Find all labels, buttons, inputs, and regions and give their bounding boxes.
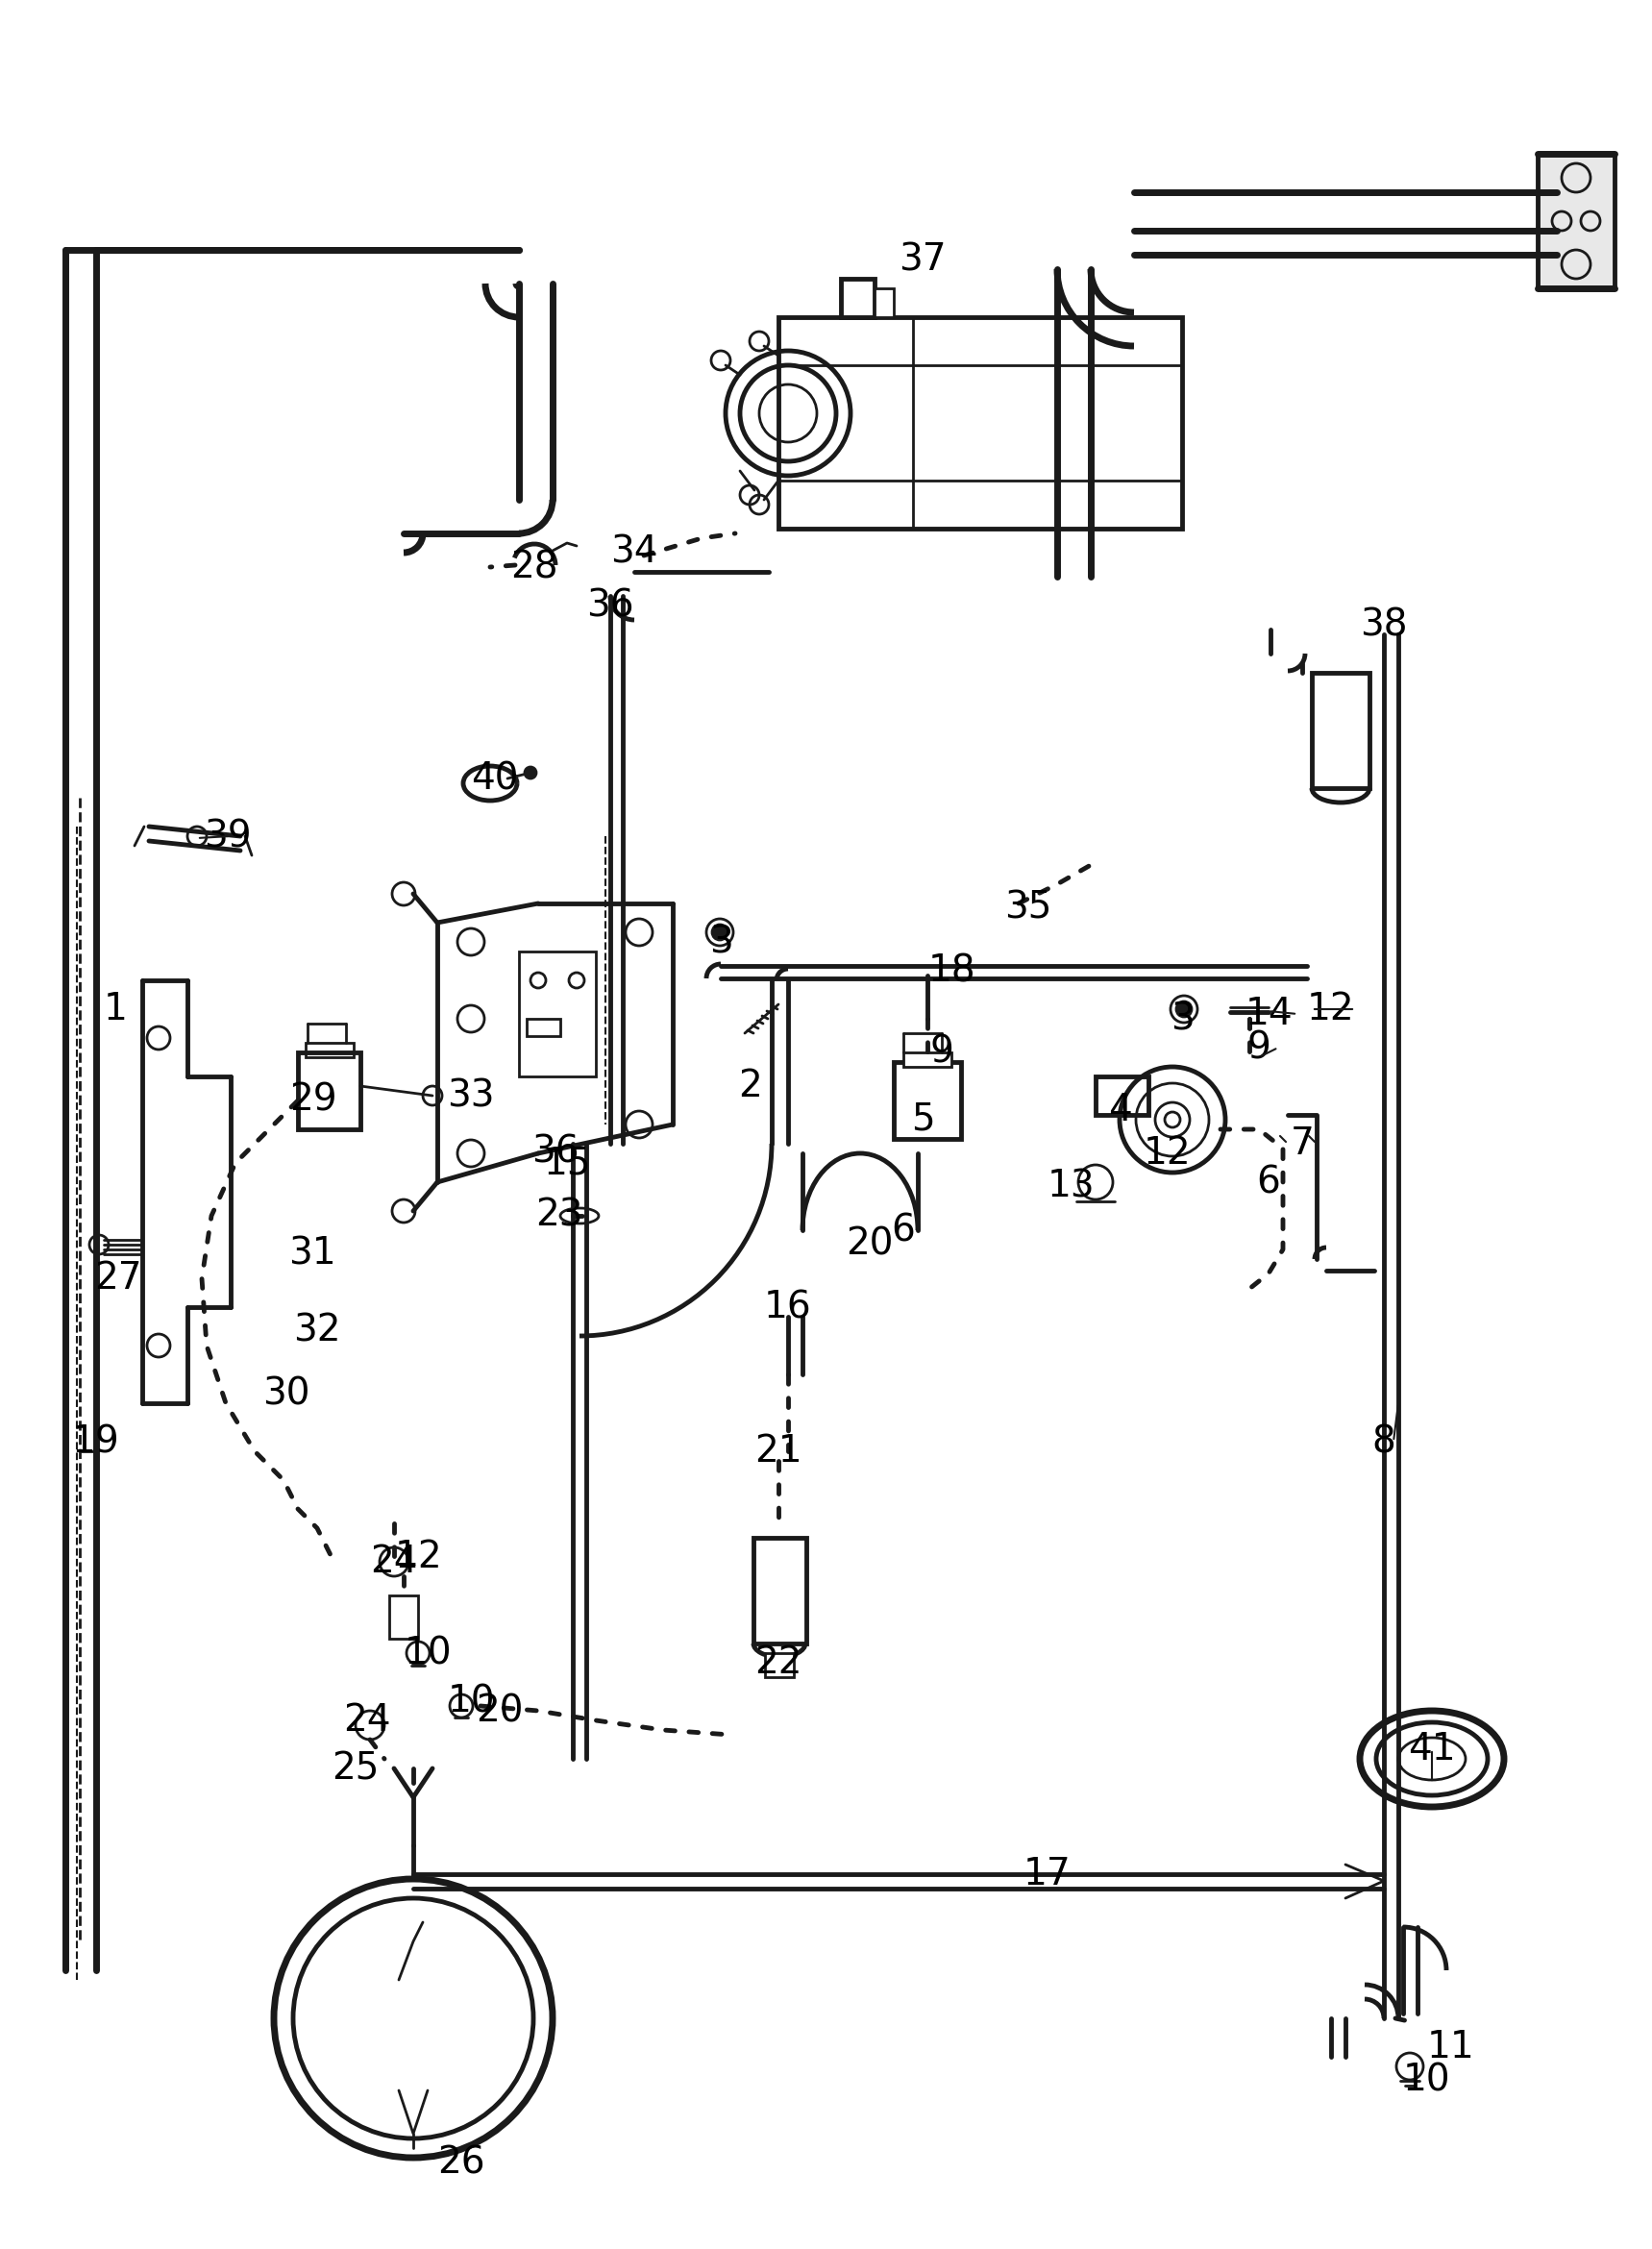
Bar xyxy=(778,317,1183,529)
Bar xyxy=(753,1538,806,1644)
Circle shape xyxy=(712,924,727,940)
Text: 26: 26 xyxy=(438,2143,486,2182)
Ellipse shape xyxy=(1398,1738,1465,1779)
Bar xyxy=(765,1653,795,1678)
Text: 36: 36 xyxy=(586,587,634,623)
Bar xyxy=(519,951,596,1077)
Circle shape xyxy=(1165,1111,1180,1127)
Text: 36: 36 xyxy=(532,1133,580,1169)
Text: 33: 33 xyxy=(448,1077,494,1113)
Bar xyxy=(527,1019,560,1037)
Bar xyxy=(904,1053,952,1066)
Text: 6: 6 xyxy=(1257,1165,1280,1201)
Text: 6: 6 xyxy=(892,1212,915,1248)
Text: 20: 20 xyxy=(476,1693,524,1729)
Text: 35: 35 xyxy=(1004,891,1052,927)
Bar xyxy=(1312,672,1370,787)
Text: 18: 18 xyxy=(927,954,975,990)
Bar xyxy=(390,1595,418,1640)
Text: 17: 17 xyxy=(1024,1855,1072,1891)
Text: 24: 24 xyxy=(344,1702,392,1738)
Text: 12: 12 xyxy=(1143,1136,1191,1172)
Text: 12: 12 xyxy=(395,1538,441,1574)
Text: 11: 11 xyxy=(1427,2029,1475,2065)
Circle shape xyxy=(187,828,206,846)
Text: 23: 23 xyxy=(535,1196,583,1235)
Bar xyxy=(1538,153,1614,288)
Text: 39: 39 xyxy=(203,819,251,855)
Text: 15: 15 xyxy=(544,1145,591,1181)
Text: 3: 3 xyxy=(709,924,732,960)
Text: 37: 37 xyxy=(899,241,947,279)
Text: 2: 2 xyxy=(738,1068,762,1104)
Text: 8: 8 xyxy=(1371,1424,1396,1460)
Text: 38: 38 xyxy=(1360,607,1408,643)
Text: 7: 7 xyxy=(1290,1124,1313,1163)
Text: 16: 16 xyxy=(765,1289,811,1325)
Text: 10: 10 xyxy=(448,1682,494,1720)
Text: 40: 40 xyxy=(471,760,519,796)
Circle shape xyxy=(89,1235,109,1255)
Text: 20: 20 xyxy=(846,1226,894,1264)
Text: 10: 10 xyxy=(403,1635,451,1671)
Circle shape xyxy=(1176,1001,1191,1017)
Text: 1: 1 xyxy=(104,992,127,1028)
Text: 31: 31 xyxy=(289,1237,335,1273)
Text: 27: 27 xyxy=(94,1259,142,1295)
Text: 28: 28 xyxy=(510,549,558,585)
Bar xyxy=(1095,1077,1148,1116)
Ellipse shape xyxy=(1376,1723,1488,1795)
Text: 4: 4 xyxy=(1108,1091,1132,1129)
Text: 29: 29 xyxy=(289,1082,337,1118)
Text: 5: 5 xyxy=(910,1102,935,1138)
Text: 41: 41 xyxy=(1408,1732,1455,1768)
Text: 24: 24 xyxy=(370,1543,418,1581)
Text: 25: 25 xyxy=(332,1750,380,1786)
Bar xyxy=(874,288,894,317)
Bar xyxy=(894,1062,961,1138)
Circle shape xyxy=(525,767,537,778)
Text: 19: 19 xyxy=(73,1424,121,1460)
Text: 30: 30 xyxy=(263,1376,311,1412)
Text: 34: 34 xyxy=(611,535,657,571)
Bar xyxy=(841,279,874,317)
Text: 9: 9 xyxy=(930,1035,953,1071)
Text: 22: 22 xyxy=(755,1644,803,1680)
Text: 14: 14 xyxy=(1244,996,1292,1032)
Text: 10: 10 xyxy=(1403,2062,1450,2098)
Text: 32: 32 xyxy=(294,1313,340,1349)
Text: 12: 12 xyxy=(1307,992,1355,1028)
Bar xyxy=(297,1053,360,1129)
Text: 3: 3 xyxy=(1170,1001,1194,1037)
Text: 9: 9 xyxy=(1247,1030,1270,1066)
Ellipse shape xyxy=(1360,1711,1503,1806)
Bar xyxy=(306,1044,354,1057)
Text: 13: 13 xyxy=(1047,1169,1095,1205)
Text: 21: 21 xyxy=(755,1433,803,1469)
